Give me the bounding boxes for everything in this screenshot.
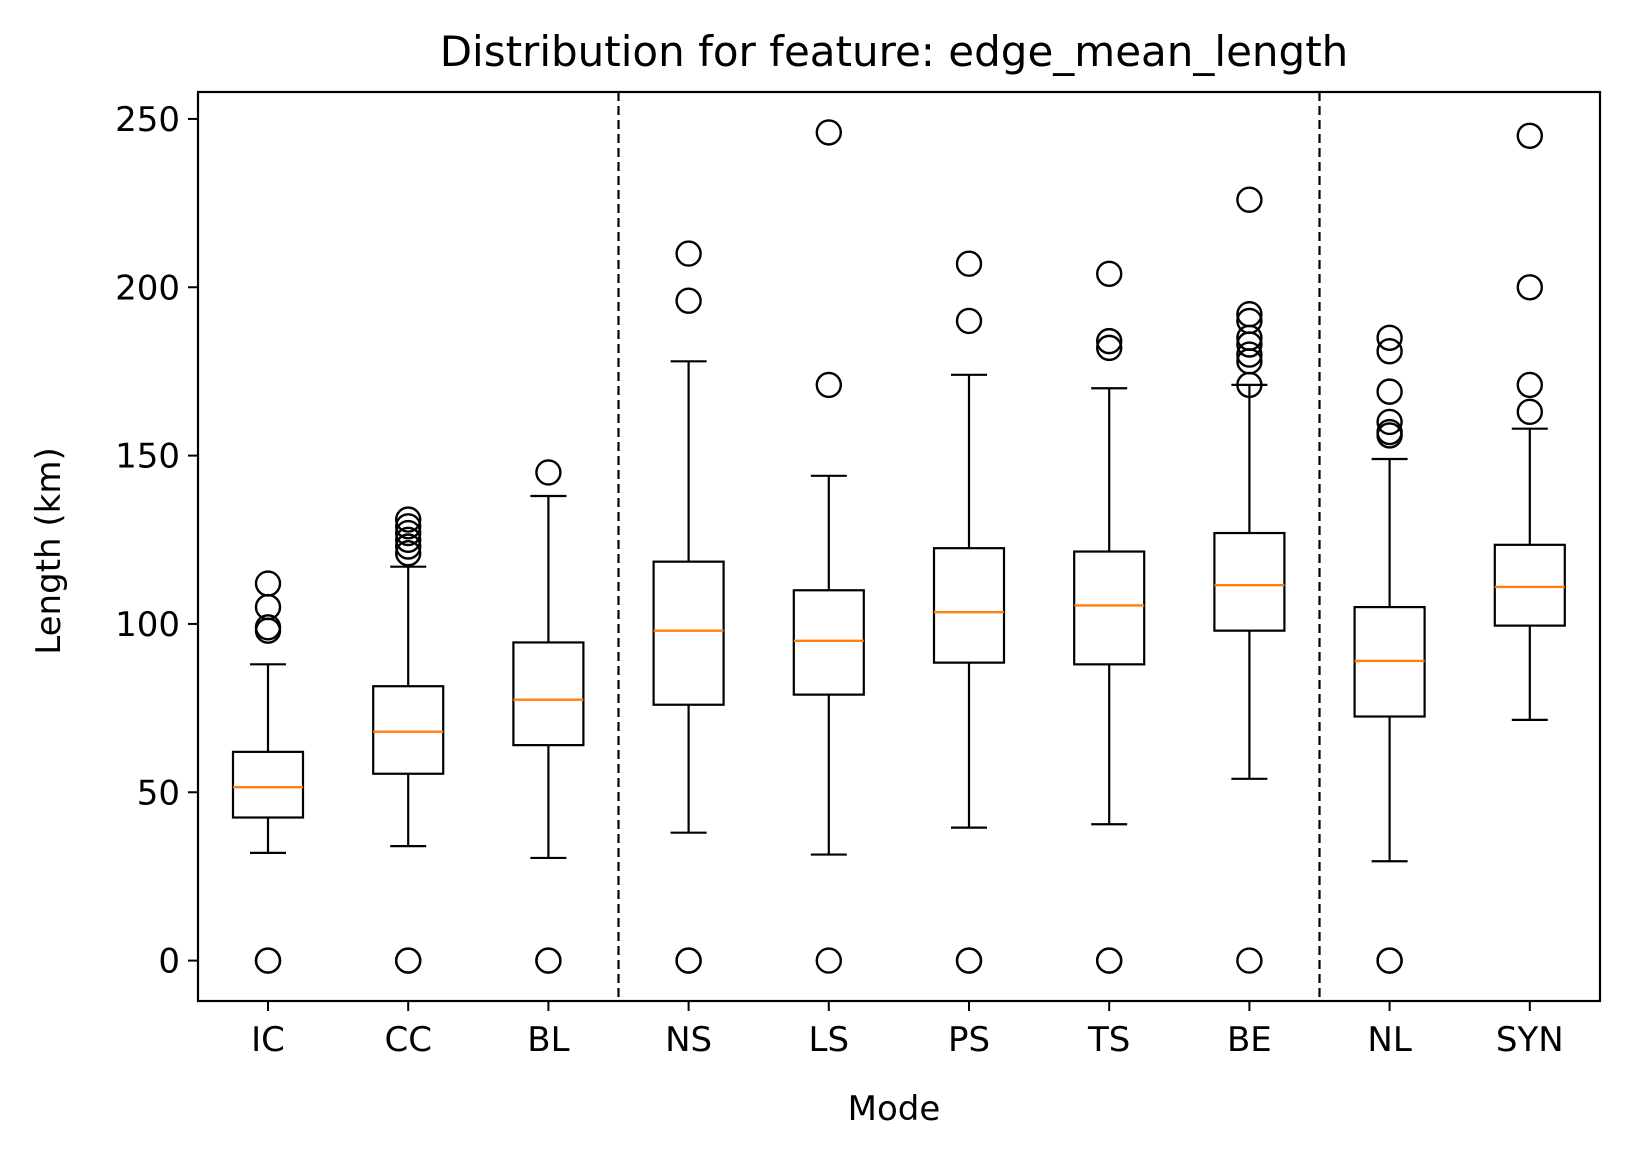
y-tick-label: 0 [158,942,180,982]
outlier-point [1236,301,1263,328]
outlier-point [395,506,422,533]
outlier-point [1095,334,1123,362]
outlier-point [1376,338,1403,365]
outlier-point [955,307,983,335]
outlier-point [1376,408,1403,436]
outlier-point [1376,378,1403,405]
outlier-point [675,287,702,314]
y-axis-label: Length (km) [29,447,69,654]
y-tick-label: 250 [115,100,180,140]
outlier-point [535,947,562,974]
box-ic [231,570,305,974]
outlier-point [1516,371,1544,399]
outlier-point [395,513,422,540]
iqr-box [1073,550,1146,666]
outlier-point [675,947,702,974]
outlier-point [395,519,422,547]
box-nl [1353,324,1426,974]
outlier-point [1236,947,1263,974]
x-tick-label: BL [527,1020,569,1060]
outlier-point [254,614,282,641]
iqr-box [1213,531,1286,632]
x-tick-label: NL [1367,1020,1411,1060]
box-be [1213,186,1286,974]
iqr-box [792,589,865,696]
box-ls [792,119,865,974]
outlier-point [1516,122,1544,149]
outlier-point [254,947,282,974]
plot-area: 0 50 100 150 200 250 IC CC BL NS LS PS TS BE NL SYN [115,92,1566,1060]
outlier-point [395,533,422,560]
box-bl [512,459,585,974]
x-tick-label: TS [1087,1020,1130,1060]
outlier-point [1236,186,1263,213]
outlier-point [1376,418,1403,446]
y-tick-label: 50 [137,773,180,813]
outlier-point [395,947,422,974]
outlier-point [395,526,422,553]
iqr-box [231,750,305,819]
outlier-point [254,570,282,597]
outlier-point [535,459,562,486]
x-tick-label: PS [948,1020,990,1060]
box-ns [652,240,725,974]
iqr-box [932,547,1006,664]
x-tick-label: CC [384,1020,431,1060]
outlier-point [1095,947,1123,974]
iqr-box [652,560,725,706]
outlier-point [1095,260,1123,287]
iqr-box [512,641,585,747]
y-tick-label: 150 [115,437,180,477]
x-axis-label: Mode [848,1089,941,1129]
outlier-point [815,119,842,146]
box-syn [1493,122,1566,721]
outlier-point [1376,324,1403,351]
outlier-point [815,371,842,399]
box-ps [932,250,1006,974]
x-tick-label: BE [1227,1020,1272,1060]
outlier-point [1095,327,1123,355]
x-tick-label: IC [251,1020,285,1060]
outlier-point [395,540,422,567]
x-tick-label: LS [809,1020,850,1060]
outlier-point [955,947,983,974]
outlier-point [1516,274,1544,301]
iqr-box [372,685,445,775]
x-tick-label: SYN [1496,1020,1564,1060]
y-tick-label: 200 [115,268,180,308]
y-tick-label: 100 [115,605,180,645]
x-tick-label: NS [665,1020,712,1060]
outlier-point [1376,947,1403,974]
outlier-point [815,947,842,974]
box-cc [372,506,445,974]
plot-frame [196,90,1602,1003]
chart-title: Distribution for feature: edge_mean_leng… [440,27,1349,76]
box-ts [1073,260,1146,974]
iqr-box [1493,543,1566,627]
outlier-point [1516,398,1544,426]
outlier-point [1236,307,1263,335]
outlier-point [955,250,983,277]
outlier-point [675,240,702,267]
outlier-point [1236,341,1263,368]
